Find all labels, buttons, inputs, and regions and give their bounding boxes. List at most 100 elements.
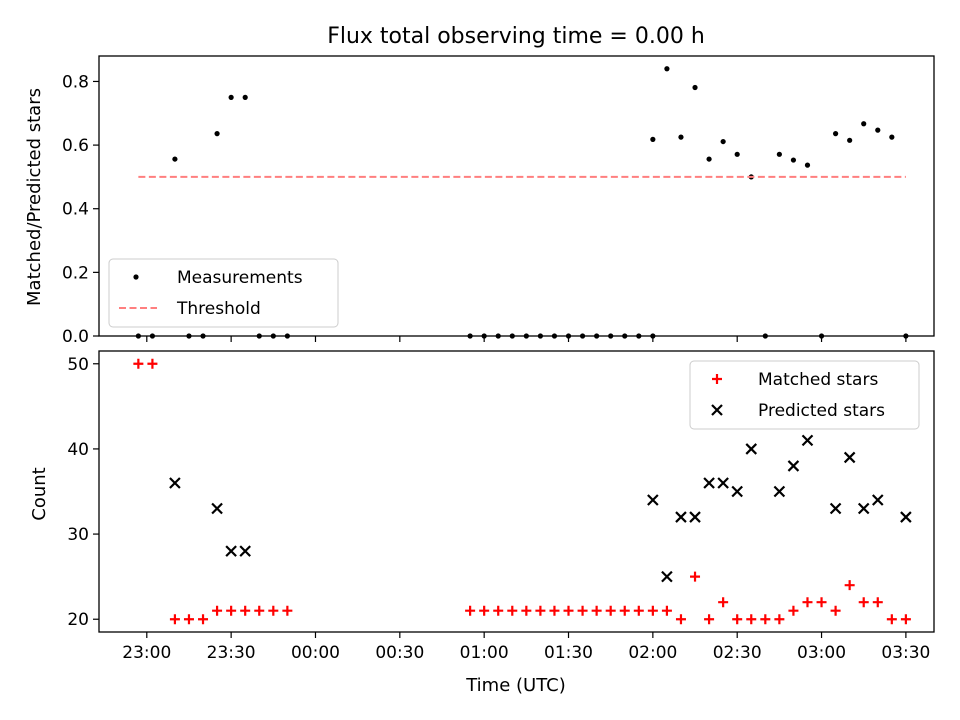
matched-star-point bbox=[732, 614, 743, 625]
predicted-star-point bbox=[661, 570, 673, 583]
x-tick-label: 02:00 bbox=[628, 643, 677, 663]
x-tick-label: 03:00 bbox=[797, 643, 846, 663]
measurement-point bbox=[832, 131, 839, 137]
matched-star-point bbox=[816, 597, 827, 608]
chart-title: Flux total observing time = 0.00 h bbox=[327, 24, 705, 49]
measurement-point bbox=[875, 127, 881, 133]
matched-star-point bbox=[619, 605, 630, 616]
predicted-star-point bbox=[900, 511, 912, 523]
matched-star-point bbox=[254, 605, 265, 616]
measurement-point bbox=[804, 162, 811, 168]
matched-star-point bbox=[563, 605, 574, 616]
legend-label: Measurements bbox=[177, 268, 303, 288]
predicted-star-point bbox=[703, 477, 715, 489]
legend: Matched stars Predicted stars bbox=[689, 360, 920, 430]
predicted-star-point bbox=[843, 451, 856, 464]
matched-star-point bbox=[605, 605, 616, 616]
ratio-y-axis-label: Matched/Predicted stars bbox=[24, 88, 45, 306]
predicted-star-point bbox=[675, 511, 687, 523]
matched-star-point bbox=[844, 580, 855, 591]
plot-frame bbox=[98, 55, 935, 337]
y-tick-label: 0.6 bbox=[62, 136, 89, 156]
measurement-point bbox=[650, 136, 656, 142]
x-tick-label: 00:30 bbox=[375, 643, 424, 663]
matched-star-point bbox=[282, 605, 293, 616]
y-tick-label: 30 bbox=[67, 525, 89, 545]
legend: Measurements Threshold bbox=[108, 258, 339, 328]
measurement-point bbox=[720, 138, 726, 145]
matched-star-point bbox=[661, 605, 672, 616]
x-tick-label: 01:00 bbox=[460, 643, 509, 663]
predicted-star-point bbox=[773, 485, 786, 498]
matched-star-point bbox=[507, 605, 518, 616]
matched-star-point bbox=[774, 614, 785, 625]
matched-star-point bbox=[521, 605, 532, 616]
matched-star-point bbox=[746, 614, 757, 625]
predicted-star-point bbox=[745, 443, 758, 455]
matched-star-point bbox=[198, 614, 209, 625]
matched-star-point bbox=[900, 614, 911, 625]
matched-star-point bbox=[493, 605, 504, 616]
matched-star-point bbox=[226, 605, 237, 616]
matched-star-point bbox=[591, 605, 602, 616]
measurement-point bbox=[228, 94, 234, 100]
measurement-point bbox=[214, 131, 220, 137]
predicted-star-point bbox=[717, 477, 729, 489]
matched-star-point bbox=[872, 597, 883, 608]
matched-star-point bbox=[830, 605, 841, 616]
legend-measurement-swatch bbox=[133, 274, 139, 280]
measurement-point bbox=[172, 156, 178, 162]
legend-predicted-swatch bbox=[711, 404, 723, 416]
matched-star-point bbox=[704, 614, 715, 625]
predicted-star-point bbox=[225, 545, 237, 557]
matched-star-point bbox=[479, 605, 490, 616]
matched-star-point bbox=[886, 614, 897, 625]
x-axis-label: Time (UTC) bbox=[465, 675, 566, 696]
ratio-panel: 0.0 0.2 0.4 0.6 0.8 Measurements Threshold bbox=[62, 55, 935, 347]
y-tick-label: 0.4 bbox=[62, 200, 89, 220]
measurement-point bbox=[776, 151, 782, 157]
measurement-point bbox=[734, 151, 740, 157]
y-tick-label: 0.8 bbox=[62, 72, 89, 92]
matched-star-point bbox=[535, 605, 546, 616]
matched-star-point bbox=[647, 605, 658, 616]
matched-star-point bbox=[633, 605, 644, 616]
matched-star-point bbox=[169, 614, 180, 625]
measurement-point bbox=[790, 157, 797, 163]
measurement-point bbox=[242, 94, 248, 100]
count-panel: 23:00 23:30 00:00 00:30 01:00 01:30 02:00 02:30… bbox=[67, 350, 935, 663]
x-tick-label: 03:30 bbox=[881, 643, 930, 663]
predicted-star-point bbox=[169, 477, 181, 489]
measurement-point bbox=[889, 134, 895, 140]
matched-star-point bbox=[690, 571, 701, 582]
matched-star-point bbox=[465, 605, 476, 616]
measurement-point bbox=[664, 66, 670, 72]
predicted-star-point bbox=[801, 434, 814, 447]
count-y-axis-label: Count bbox=[29, 467, 50, 520]
matched-star-point bbox=[212, 605, 223, 616]
measurement-point bbox=[861, 121, 867, 127]
matched-star-point bbox=[577, 605, 588, 616]
predicted-star-point bbox=[689, 511, 701, 523]
measurement-point bbox=[706, 156, 712, 162]
matched-star-point bbox=[788, 605, 799, 616]
measurement-point bbox=[847, 137, 853, 143]
legend-label: Threshold bbox=[176, 299, 261, 319]
x-tick-label: 23:30 bbox=[207, 643, 256, 663]
legend-box bbox=[108, 258, 339, 328]
matched-star-point bbox=[858, 597, 869, 608]
legend-label: Predicted stars bbox=[758, 401, 885, 421]
x-tick-label: 01:30 bbox=[544, 643, 593, 663]
predicted-star-point bbox=[787, 460, 800, 472]
measurement-point bbox=[678, 134, 684, 140]
x-tick-label: 23:00 bbox=[122, 643, 171, 663]
predicted-star-point bbox=[211, 502, 223, 515]
predicted-star-point bbox=[871, 494, 884, 506]
y-tick-label: 20 bbox=[67, 610, 89, 630]
y-tick-label: 0.2 bbox=[62, 263, 89, 283]
matched-star-point bbox=[133, 358, 144, 369]
y-tick-label: 40 bbox=[67, 440, 89, 460]
matched-star-point bbox=[760, 614, 771, 625]
